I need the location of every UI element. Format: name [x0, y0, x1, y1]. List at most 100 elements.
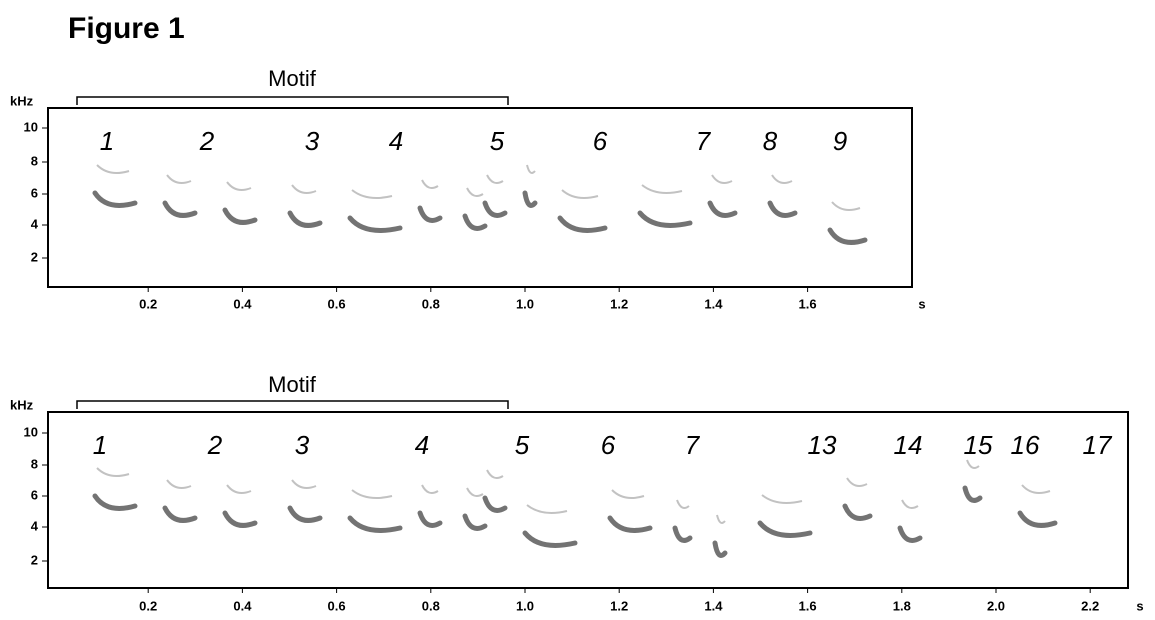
- spectrogram-harmonic: [526, 504, 568, 514]
- spectrogram-harmonic: [641, 184, 683, 194]
- spectrogram-syllable: [462, 513, 488, 531]
- spectrogram-frame: [47, 411, 1129, 589]
- spectrogram-syllable: [827, 227, 868, 245]
- spectrogram-harmonic: [526, 164, 536, 174]
- x-tick-label: 0.2: [139, 296, 157, 311]
- spectrogram-syllable: [92, 493, 138, 511]
- x-tick-label: 1.2: [610, 296, 628, 311]
- spectrogram-syllable: [287, 210, 323, 228]
- y-tick-label: 4: [31, 518, 39, 533]
- syllable-number: 6: [593, 126, 608, 156]
- syllable-number: 14: [894, 430, 923, 460]
- x-tick-label: 1.6: [799, 296, 817, 311]
- spectrogram-syllable: [712, 540, 728, 558]
- spectrogram-harmonic: [166, 479, 192, 489]
- spectrogram-syllable: [607, 515, 653, 533]
- syllable-number: 4: [415, 430, 429, 460]
- x-tick-label: 2.2: [1081, 598, 1099, 613]
- y-tick-label: 2: [31, 249, 38, 264]
- y-tick-label: 10: [24, 424, 38, 439]
- x-unit: s: [918, 296, 925, 311]
- x-tick-label: 1.8: [893, 598, 911, 613]
- syllable-number: 2: [199, 126, 215, 156]
- spectrogram-harmonic: [466, 187, 484, 197]
- syllable-number: 2: [207, 430, 223, 460]
- spectrogram-syllable: [842, 503, 873, 521]
- x-tick-label: 0.8: [422, 296, 440, 311]
- spectrogram-harmonic: [421, 484, 439, 494]
- spectrogram-harmonic: [711, 174, 733, 184]
- spectrogram-harmonic: [351, 489, 393, 499]
- y-tick-label: 6: [31, 487, 38, 502]
- x-tick-label: 1.4: [704, 296, 723, 311]
- spectrogram-frame: [47, 107, 913, 288]
- motif-label: Motif: [268, 66, 317, 91]
- spectrogram-syllable: [482, 495, 508, 513]
- spectrogram-syllable: [417, 205, 443, 223]
- spectrogram-harmonic: [966, 459, 980, 469]
- spectrogram-syllable: [482, 200, 508, 218]
- syllable-number: 15: [964, 430, 993, 460]
- spectrogram-harmonic: [846, 477, 868, 487]
- spectrogram-harmonic: [486, 469, 504, 479]
- y-unit: kHz: [10, 397, 34, 412]
- motif-bracket: [76, 400, 509, 409]
- syllable-number: 4: [389, 126, 403, 156]
- spectrogram-syllable: [757, 520, 813, 538]
- spectrogram-syllable: [462, 213, 488, 231]
- syllable-number: 8: [763, 126, 778, 156]
- spectrogram-harmonic: [761, 494, 803, 504]
- x-tick-label: 1.0: [516, 296, 534, 311]
- spectrogram-syllable: [767, 200, 798, 218]
- spectrogram-syllable: [162, 200, 198, 218]
- spectrogram-harmonic: [226, 484, 252, 494]
- spectrogram-harmonic: [1021, 484, 1051, 494]
- x-tick-label: 0.8: [422, 598, 440, 613]
- syllable-number: 3: [295, 430, 310, 460]
- syllable-number: 7: [685, 430, 701, 460]
- spectrogram-syllable: [1017, 510, 1058, 528]
- spectrogram-syllable: [522, 190, 538, 208]
- spectrogram-syllable: [92, 190, 138, 208]
- spectrogram-syllable: [162, 505, 198, 523]
- syllable-number: 5: [490, 126, 505, 156]
- spectrogram-harmonic: [351, 189, 393, 199]
- x-tick-label: 0.2: [139, 598, 157, 613]
- spectrogram-harmonic: [291, 184, 317, 194]
- spectrogram-syllable: [522, 530, 578, 548]
- x-tick-label: 0.4: [233, 598, 252, 613]
- spectrogram-harmonic: [771, 174, 793, 184]
- syllable-number: 6: [601, 430, 616, 460]
- spectrogram-syllable: [347, 515, 403, 533]
- spectrogram-syllable: [897, 525, 923, 543]
- spectrogram-harmonic: [291, 479, 317, 489]
- spectrogram-syllable: [707, 200, 738, 218]
- motif-bracket: [76, 96, 509, 105]
- x-tick-label: 0.4: [233, 296, 252, 311]
- spectrogram-harmonic: [831, 201, 861, 211]
- spectrogram-syllable: [347, 215, 403, 233]
- x-tick-label: 1.0: [516, 598, 534, 613]
- spectrogram-syllable: [222, 510, 258, 528]
- spectrogram-syllable: [672, 525, 693, 543]
- syllable-number: 5: [515, 430, 530, 460]
- syllable-number: 1: [93, 430, 107, 460]
- syllable-number: 3: [305, 126, 320, 156]
- spectrogram-syllable: [962, 485, 983, 503]
- syllable-number: 9: [833, 126, 847, 156]
- figure-title: Figure 1: [68, 12, 185, 45]
- x-tick-label: 2.0: [987, 598, 1005, 613]
- x-tick-label: 1.2: [610, 598, 628, 613]
- spectrogram-harmonic: [486, 174, 504, 184]
- spectrogram-harmonic: [166, 174, 192, 184]
- spectrogram-syllable: [222, 207, 258, 225]
- syllable-number: 1: [100, 126, 114, 156]
- syllable-number: 13: [808, 430, 837, 460]
- spectrogram-harmonic: [716, 514, 726, 524]
- y-tick-label: 8: [31, 456, 38, 471]
- spectrogram-syllable: [417, 510, 443, 528]
- syllable-number: 17: [1083, 430, 1113, 460]
- motif-label: Motif: [268, 372, 317, 397]
- x-tick-label: 1.4: [704, 598, 723, 613]
